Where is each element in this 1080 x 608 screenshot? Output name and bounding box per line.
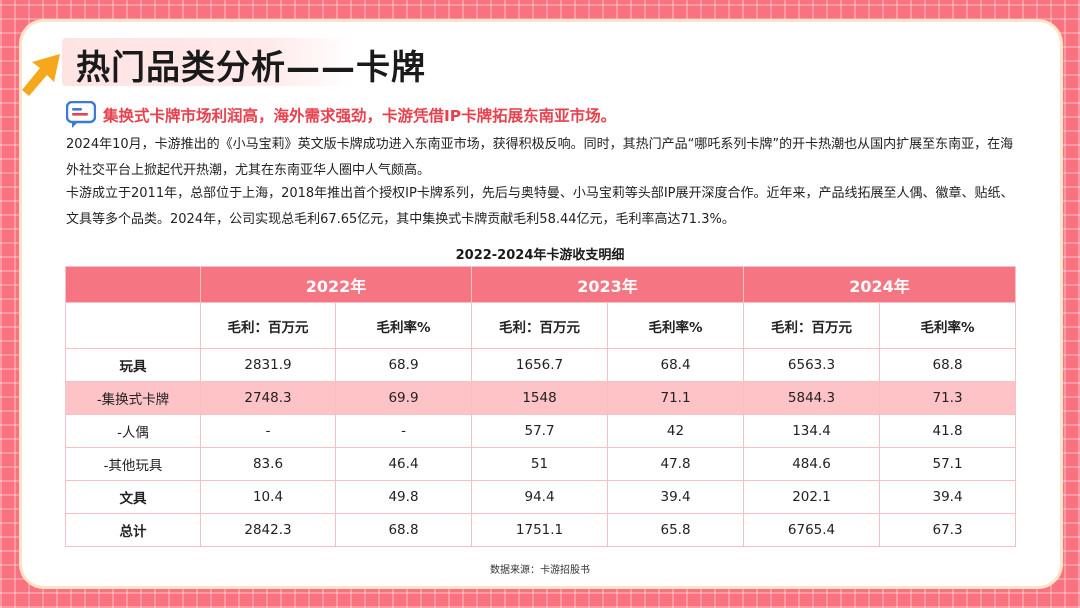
paragraph-1: 2024年10月，卡游推出的《小马宝莉》英文版卡牌成功进入东南亚市场，获得积极反… bbox=[66, 137, 1014, 178]
table-cell: 68.9 bbox=[334, 348, 473, 382]
year-header: 2022年 bbox=[199, 266, 473, 303]
table-cell: 49.8 bbox=[334, 480, 473, 514]
table-cell: 1656.7 bbox=[471, 348, 609, 382]
table-cell: 68.8 bbox=[334, 513, 473, 547]
table-cell: 2842.3 bbox=[200, 513, 336, 547]
table-cell: 2748.3 bbox=[200, 381, 336, 415]
metric-header: 毛利率% bbox=[879, 302, 1017, 349]
table-row: -其他玩具 83.6 46.4 51 47.8 484.6 57.1 bbox=[65, 447, 1017, 481]
corner-cell bbox=[65, 266, 201, 303]
table-cell: 39.4 bbox=[607, 480, 745, 514]
table-row: -人偶 - - 57.7 42 134.4 41.8 bbox=[65, 414, 1017, 448]
chat-bubble-icon bbox=[66, 101, 96, 128]
table-cell: 68.8 bbox=[879, 348, 1017, 382]
metric-header: 毛利：百万元 bbox=[200, 302, 336, 349]
row-label: -人偶 bbox=[65, 414, 201, 448]
metric-header-row: 毛利：百万元 毛利率% 毛利：百万元 毛利率% 毛利：百万元 毛利率% bbox=[65, 302, 1017, 349]
table-cell: 5844.3 bbox=[743, 381, 881, 415]
row-label: 总计 bbox=[65, 513, 201, 547]
table-title: 2022-2024年卡游收支明细 bbox=[455, 248, 625, 263]
arrow-icon bbox=[22, 54, 60, 96]
table-cell: 484.6 bbox=[743, 447, 881, 481]
metric-header: 毛利率% bbox=[334, 302, 473, 349]
table-cell: 94.4 bbox=[471, 480, 609, 514]
blank-cell bbox=[65, 302, 201, 349]
table-cell: 6765.4 bbox=[743, 513, 881, 547]
metric-header: 毛利：百万元 bbox=[471, 302, 609, 349]
headline: 集换式卡牌市场利润高，海外需求强劲，卡游凭借IP卡牌拓展东南亚市场。 bbox=[103, 107, 617, 125]
table-cell: 39.4 bbox=[879, 480, 1017, 514]
table-cell: 134.4 bbox=[743, 414, 881, 448]
table-cell: 57.1 bbox=[879, 447, 1017, 481]
table-cell: 1548 bbox=[471, 381, 609, 415]
metric-header: 毛利率% bbox=[607, 302, 745, 349]
table-cell: 69.9 bbox=[334, 381, 473, 415]
row-label: 玩具 bbox=[65, 348, 201, 382]
table-cell: 202.1 bbox=[743, 480, 881, 514]
table-row: 总计 2842.3 68.8 1751.1 65.8 6765.4 67.3 bbox=[65, 513, 1017, 547]
table-cell: 65.8 bbox=[607, 513, 745, 547]
table-cell: 51 bbox=[471, 447, 609, 481]
table-cell: 6563.3 bbox=[743, 348, 881, 382]
table-cell: 42 bbox=[607, 414, 745, 448]
metric-header: 毛利：百万元 bbox=[743, 302, 881, 349]
table-cell: 46.4 bbox=[334, 447, 473, 481]
table-cell: 71.1 bbox=[607, 381, 745, 415]
title-highlight bbox=[62, 38, 352, 86]
table-cell: 67.3 bbox=[879, 513, 1017, 547]
year-header-row: 2022年 2023年 2024年 bbox=[65, 266, 1017, 303]
year-header: 2023年 bbox=[471, 266, 745, 303]
table-cell: 41.8 bbox=[879, 414, 1017, 448]
row-label: 文具 bbox=[65, 480, 201, 514]
table-cell: 68.4 bbox=[607, 348, 745, 382]
source-note: 数据来源：卡游招股书 bbox=[490, 565, 590, 576]
table-row: 玩具 2831.9 68.9 1656.7 68.4 6563.3 68.8 bbox=[65, 348, 1017, 382]
page-title: 热门品类分析——卡牌 bbox=[76, 48, 426, 88]
table-cell: - bbox=[200, 414, 336, 448]
table-cell: 83.6 bbox=[200, 447, 336, 481]
table-cell: 47.8 bbox=[607, 447, 745, 481]
table-cell: 2831.9 bbox=[200, 348, 336, 382]
year-header: 2024年 bbox=[743, 266, 1017, 303]
row-label: -其他玩具 bbox=[65, 447, 201, 481]
paragraph-2: 卡游成立于2011年，总部位于上海，2018年推出首个授权IP卡牌系列，先后与奥… bbox=[66, 186, 1014, 227]
table-cell: 57.7 bbox=[471, 414, 609, 448]
table-cell: 71.3 bbox=[879, 381, 1017, 415]
table-cell: 10.4 bbox=[200, 480, 336, 514]
table-cell: 1751.1 bbox=[471, 513, 609, 547]
gross-profit-table: 2022年 2023年 2024年 毛利：百万元 毛利率% 毛利：百万元 毛利率… bbox=[65, 266, 1017, 547]
table-cell: - bbox=[334, 414, 473, 448]
table-row: -集换式卡牌 2748.3 69.9 1548 71.1 5844.3 71.3 bbox=[65, 381, 1017, 415]
row-label: -集换式卡牌 bbox=[65, 381, 201, 415]
table-row: 文具 10.4 49.8 94.4 39.4 202.1 39.4 bbox=[65, 480, 1017, 514]
